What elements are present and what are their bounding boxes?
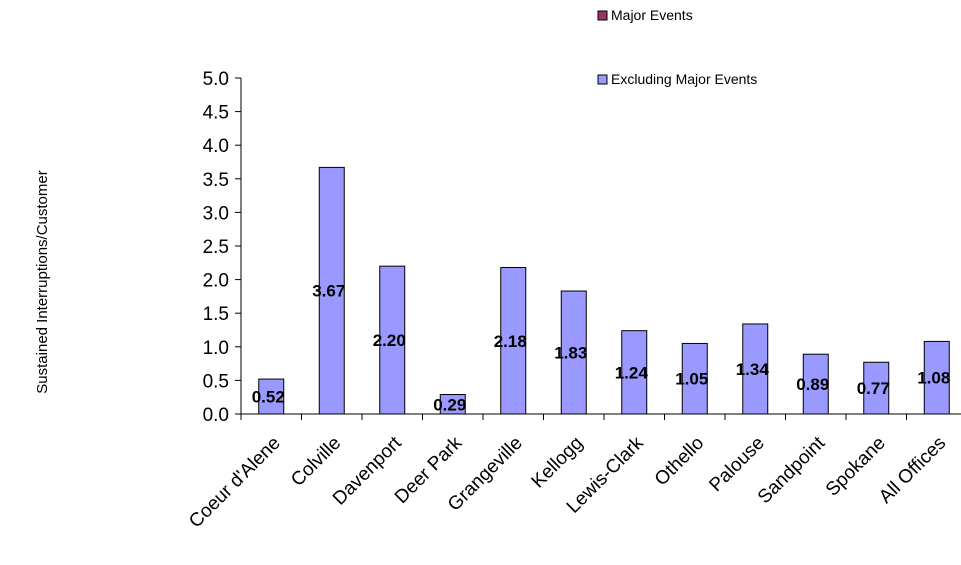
x-tick-label: Coeur d'Alene: [185, 433, 285, 533]
data-label: 1.83: [554, 344, 587, 363]
bar: [923, 340, 950, 415]
data-label: 0.77: [857, 379, 890, 398]
y-tick-label: 3.5: [203, 170, 229, 191]
data-label: 0.52: [252, 388, 285, 407]
y-axis: 0.0 0.5 1.0 1.5 2.0 2.5 3.0 3.5 4.0 4.5 5.0: [203, 69, 242, 426]
legend-label-excluding-major-events: Excluding Major Events: [611, 71, 757, 87]
bars: [258, 166, 950, 415]
y-tick-label: 1.0: [203, 338, 229, 359]
bar: [258, 378, 285, 415]
legend-swatch-excluding-major-events: [597, 74, 608, 85]
legend-label-major-events: Major Events: [611, 7, 693, 23]
data-label: 2.18: [494, 332, 527, 351]
legend-swatch-major-events: [597, 10, 608, 21]
x-tick-label: Othello: [651, 433, 708, 490]
bar: [863, 361, 890, 415]
y-tick-label: 4.0: [203, 136, 229, 157]
y-tick-label: 3.0: [203, 203, 229, 224]
y-axis-label: Sustained Interruptions/Customer: [34, 170, 51, 393]
data-label: 0.89: [796, 375, 829, 394]
bar: [318, 166, 345, 415]
x-tick-label: Sandpoint: [754, 432, 830, 508]
bar: [742, 323, 769, 415]
legend: Major Events Excluding Major Events: [597, 7, 757, 87]
data-label: 1.05: [675, 370, 708, 389]
y-tick-label: 2.5: [203, 237, 229, 258]
data-label: 1.34: [736, 360, 770, 379]
bar: [500, 267, 527, 415]
x-tick-label: Kellogg: [528, 433, 588, 493]
data-label: 0.29: [433, 395, 466, 414]
data-label: 1.24: [615, 363, 649, 382]
x-tick-label: Colville: [287, 433, 345, 491]
data-label: 3.67: [312, 282, 345, 301]
y-tick-label: 0.5: [203, 371, 229, 392]
y-tick-label: 4.5: [203, 103, 229, 124]
x-tick-label: All Offices: [875, 433, 950, 508]
data-label: 1.08: [917, 369, 950, 388]
y-tick-label: 5.0: [203, 69, 229, 90]
y-tick-label: 2.0: [203, 271, 229, 292]
bar: [802, 353, 829, 415]
y-tick-label: 0.0: [203, 405, 229, 426]
data-label: 2.20: [373, 331, 406, 350]
data-labels: 0.52 3.67 2.20 0.29 2.18 1.83 1.24 1.05 1.34 0.89…: [252, 282, 951, 415]
y-tick-label: 1.5: [203, 304, 229, 325]
